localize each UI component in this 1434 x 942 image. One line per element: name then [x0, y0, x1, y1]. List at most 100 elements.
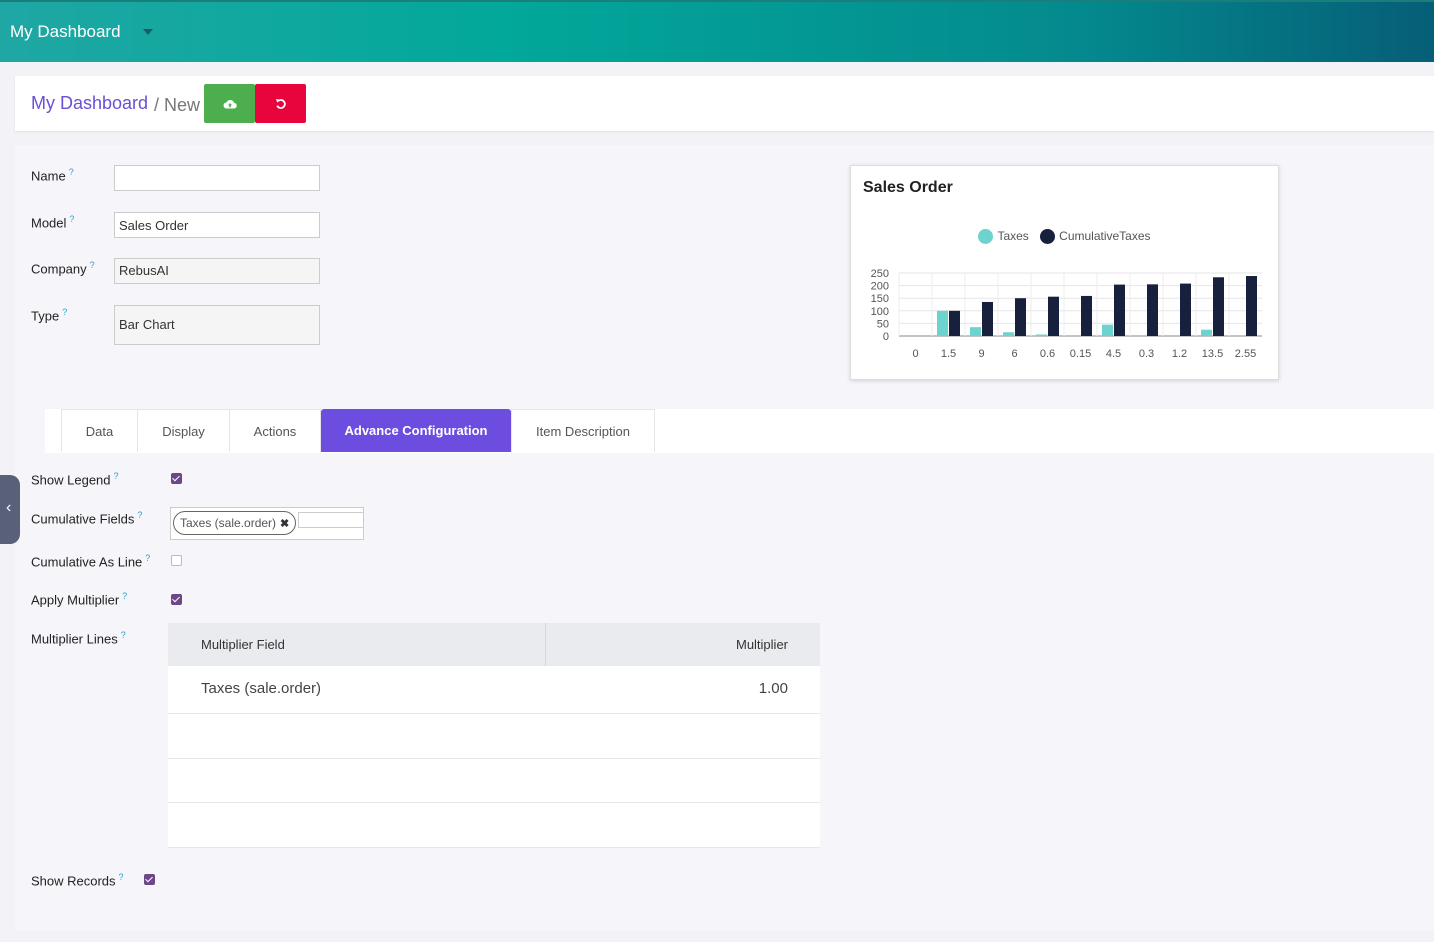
breadcrumb-current: / New — [154, 95, 201, 115]
y-tick-label: 50 — [877, 318, 889, 330]
help-icon[interactable]: ? — [89, 260, 95, 270]
table-row-empty — [168, 759, 820, 803]
bar-cumulativetaxes — [1246, 276, 1257, 336]
bar-cumulativetaxes — [949, 310, 960, 336]
bar-cumulativetaxes — [1048, 296, 1059, 336]
bar-cumulativetaxes — [1147, 284, 1158, 336]
cumulative-fields-label: Cumulative Fields? — [31, 510, 143, 527]
x-tick-label: 1.2 — [1172, 348, 1187, 360]
bar-taxes — [937, 310, 948, 336]
discard-button[interactable] — [255, 84, 306, 123]
x-tick-label: 0.3 — [1139, 348, 1154, 360]
help-icon[interactable]: ? — [118, 872, 124, 882]
table-header: Multiplier Field Multiplier — [168, 623, 820, 666]
multiplier-field-cell: Taxes (sale.order) — [201, 680, 322, 697]
x-tick-label: 13.5 — [1202, 348, 1223, 360]
legend-swatch — [978, 229, 994, 245]
legend-item-taxes[interactable]: Taxes — [978, 229, 1029, 245]
help-icon[interactable]: ? — [145, 553, 151, 563]
bar-cumulativetaxes — [1081, 295, 1092, 336]
bar-cumulativetaxes — [1015, 298, 1026, 336]
table-row[interactable]: Taxes (sale.order) 1.00 — [168, 666, 820, 714]
tab-display[interactable]: Display — [137, 409, 230, 452]
chart-preview-card: Sales Order Taxes CumulativeTaxes 250 200… — [850, 165, 1279, 380]
legend-label: Taxes — [997, 229, 1029, 244]
tab-actions[interactable]: Actions — [229, 409, 321, 452]
save-button[interactable] — [204, 84, 255, 123]
bar-cumulativetaxes — [1114, 284, 1125, 336]
bar-cumulativetaxes — [1180, 283, 1191, 336]
type-field[interactable]: Bar Chart — [114, 305, 320, 345]
cloud-upload-icon — [223, 99, 237, 109]
table-row-empty — [168, 803, 820, 848]
y-tick-label: 200 — [871, 281, 889, 293]
x-tick-label: 1.5 — [941, 348, 956, 360]
y-tick-label: 0 — [883, 331, 889, 343]
multiplier-value-cell: 1.00 — [758, 680, 788, 697]
tab-item-description[interactable]: Item Description — [511, 409, 655, 452]
notebook-tabs: Data Display Actions Advance Configurati… — [45, 409, 1434, 453]
chevron-left-icon: ‹ — [6, 499, 12, 516]
cumulative-fields-input[interactable]: Taxes (sale.order) ✖ — [170, 507, 364, 540]
model-label: Model? — [31, 214, 75, 231]
tag-search-input[interactable] — [298, 512, 364, 528]
y-tick-label: 150 — [871, 293, 889, 305]
legend-item-cumulative[interactable]: CumulativeTaxes — [1040, 229, 1151, 245]
x-tick-label: 0.6 — [1040, 348, 1055, 360]
company-label: Company? — [31, 260, 95, 277]
x-tick-label: 0.15 — [1070, 348, 1091, 360]
type-label: Type? — [31, 307, 68, 324]
apply-multiplier-checkbox[interactable] — [171, 594, 182, 605]
cumulative-as-line-label: Cumulative As Line? — [31, 553, 151, 570]
show-records-checkbox[interactable] — [144, 874, 155, 885]
legend-swatch — [1040, 229, 1056, 245]
table-row-empty — [168, 714, 820, 759]
chart-title: Sales Order — [863, 179, 953, 196]
breadcrumb-parent-link[interactable]: My Dashboard — [31, 93, 149, 113]
help-icon[interactable]: ? — [120, 630, 126, 640]
x-tick-label: 9 — [978, 348, 984, 360]
chart-legend: Taxes CumulativeTaxes — [851, 229, 1278, 245]
sidebar-toggle[interactable]: ‹ — [0, 475, 20, 544]
undo-icon — [275, 98, 286, 109]
chevron-down-icon[interactable] — [143, 29, 153, 35]
bar-cumulativetaxes — [1213, 277, 1224, 336]
y-tick-label: 100 — [871, 306, 889, 318]
bar-taxes — [970, 327, 981, 336]
app-title[interactable]: My Dashboard — [10, 22, 121, 41]
multiplier-lines-label: Multiplier Lines? — [31, 630, 126, 647]
company-field: RebusAI — [114, 258, 320, 284]
column-divider — [545, 623, 546, 666]
x-tick-label: 2.55 — [1235, 348, 1256, 360]
multiplier-lines-table: Multiplier Field Multiplier Taxes (sale.… — [168, 623, 820, 848]
legend-label: CumulativeTaxes — [1059, 229, 1151, 244]
column-header-multiplier[interactable]: Multiplier — [735, 637, 788, 652]
apply-multiplier-label: Apply Multiplier? — [31, 591, 128, 608]
bar-taxes — [1201, 329, 1212, 336]
x-tick-label: 0 — [912, 348, 918, 360]
remove-tag-icon[interactable]: ✖ — [280, 518, 290, 530]
model-field[interactable] — [114, 212, 320, 238]
show-legend-checkbox[interactable] — [171, 473, 182, 484]
tab-data[interactable]: Data — [61, 409, 138, 452]
column-header-multiplier-field[interactable]: Multiplier Field — [201, 637, 285, 652]
y-tick-label: 250 — [871, 268, 889, 280]
tag-chip: Taxes (sale.order) ✖ — [173, 511, 297, 535]
cumulative-as-line-checkbox[interactable] — [171, 555, 182, 566]
help-icon[interactable]: ? — [62, 307, 68, 317]
bar-cumulativetaxes — [982, 301, 993, 336]
help-icon[interactable]: ? — [122, 591, 128, 601]
help-icon[interactable]: ? — [68, 167, 74, 177]
tab-advance-configuration[interactable]: Advance Configuration — [321, 409, 511, 452]
help-icon[interactable]: ? — [113, 471, 119, 481]
top-bar: My Dashboard — [0, 0, 1434, 62]
help-icon[interactable]: ? — [137, 510, 143, 520]
tag-label: Taxes (sale.order) — [180, 516, 277, 530]
show-records-label: Show Records? — [31, 872, 124, 889]
name-field[interactable] — [114, 165, 320, 191]
bar-taxes — [1102, 324, 1113, 336]
x-tick-label: 6 — [1011, 348, 1017, 360]
help-icon[interactable]: ? — [69, 214, 75, 224]
show-legend-label: Show Legend? — [31, 471, 119, 488]
